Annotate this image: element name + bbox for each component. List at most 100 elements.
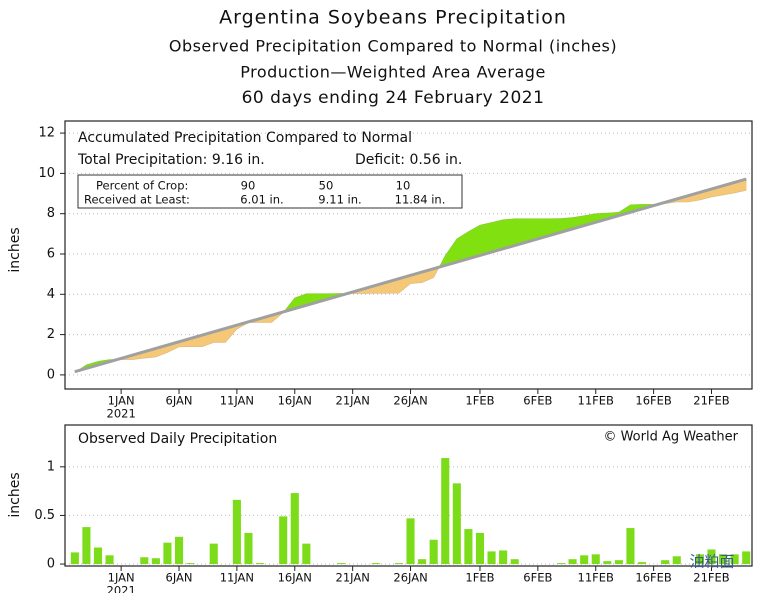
x-year-label: 2021 [107,584,136,593]
x-tick-label: 1JAN [108,394,135,408]
table-cell: 9.11 in. [318,193,361,207]
crop-table-box [77,174,463,209]
y-axis-label: inches [7,472,23,517]
panel-title: Accumulated Precipitation Compared to No… [78,130,412,146]
subtitle: Observed Precipitation Compared to Norma… [169,37,617,56]
watermark: 油粕面 [689,553,734,571]
bar [209,543,218,565]
bar [499,550,508,565]
x-tick-label: 16JAN [278,394,312,408]
credit: © World Ag Weather [603,430,738,445]
bar [232,499,241,565]
x-tick-label: 21FEB [693,394,730,408]
table-label: Percent of Crop: [96,179,188,193]
y-tick-label: 0 [47,557,55,572]
x-tick-label: 16FEB [635,571,672,585]
x-tick-label: 6FEB [523,571,552,585]
bar [279,516,288,565]
subtitle: 60 days ending 24 February 2021 [242,88,545,108]
bar [603,561,612,565]
bar [719,554,728,565]
bar [290,493,299,565]
x-tick-label: 21JAN [336,571,370,585]
bar [418,559,427,565]
bar [163,542,172,565]
bar [707,549,716,565]
x-tick-label: 16JAN [278,571,312,585]
annotation: Deficit: 0.56 in. [355,152,462,168]
y-axis-label: inches [7,227,23,272]
normal-line [74,177,747,374]
surplus-area [479,222,492,256]
bar [255,563,265,565]
panel-title: Observed Daily Precipitation [78,431,277,447]
bar [510,559,519,565]
bar [140,557,149,565]
bar [337,563,346,565]
table-label: Received at Least: [84,193,190,207]
y-tick-label: 1 [47,459,55,474]
x-tick-label: 6JAN [166,571,193,585]
x-tick-label: 21FEB [693,571,730,585]
x-tick-label: 1FEB [465,571,494,585]
bar [556,563,566,565]
bar [244,532,253,565]
table-cell: 6.01 in. [240,193,283,207]
bar [394,563,404,565]
bar [626,528,635,565]
bar [151,558,160,565]
x-tick-label: 26JAN [393,571,427,585]
x-tick-label: 11JAN [220,571,254,585]
bar [672,556,681,565]
table-cell: 10 [396,179,411,193]
x-tick-label: 11JAN [220,394,254,408]
table-cell: 90 [241,179,256,193]
bar [464,529,473,565]
bar [730,554,739,565]
surplus-area [502,218,515,250]
x-tick-label: 21JAN [336,394,370,408]
annotation: Total Precipitation: 9.16 in. [77,152,265,168]
plot-frame [64,424,753,567]
bar [614,560,623,565]
bar [475,532,485,565]
bar [186,563,195,565]
title: Argentina Soybeans Precipitation [219,7,567,29]
surplus-area [491,219,504,253]
table-cell: 50 [319,179,334,193]
y-tick-label: 0 [47,367,55,382]
bar [441,458,450,565]
x-tick-label: 26JAN [393,394,427,408]
bar [105,555,114,565]
bar [82,527,91,565]
subtitle: Production—Weighted Area Average [240,63,546,82]
y-tick-label: 4 [47,287,55,302]
bar [174,536,184,565]
bar [661,560,670,565]
plot-frame [64,120,753,390]
bar [70,552,79,565]
bar [580,555,589,565]
x-tick-label: 1FEB [465,394,494,408]
x-tick-label: 11FEB [578,571,615,585]
bar [93,547,103,565]
x-tick-label: 16FEB [635,394,672,408]
y-tick-label: 12 [38,126,55,141]
bar [487,551,496,565]
x-tick-label: 6FEB [523,394,552,408]
bar [742,551,751,565]
bar [406,518,415,565]
panel [64,120,753,390]
panel [64,424,753,567]
bar [371,563,380,565]
table-cell: 11.84 in. [395,193,446,207]
y-tick-label: 6 [47,246,55,261]
x-tick-label: 6JAN [166,394,193,408]
bar [429,539,438,565]
bar [568,559,577,565]
x-year-label: 2021 [107,407,136,421]
observed-line [74,190,747,373]
x-tick-label: 11FEB [578,394,615,408]
bar [637,562,647,565]
